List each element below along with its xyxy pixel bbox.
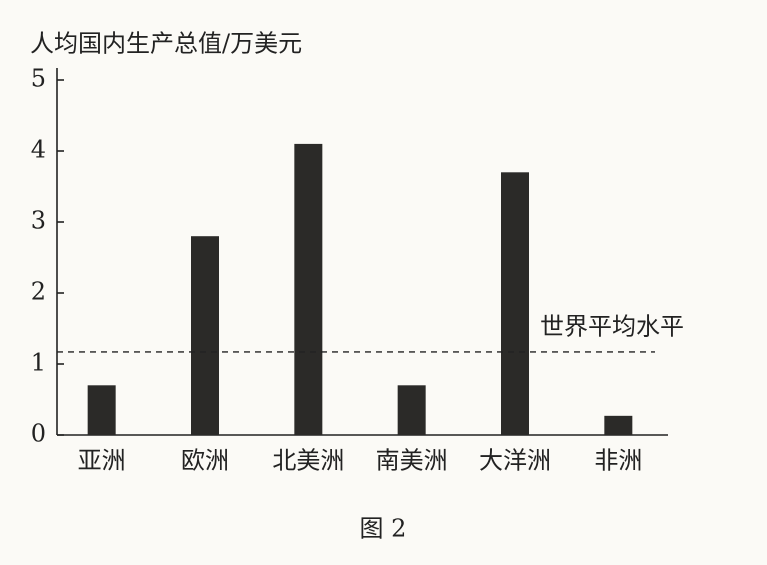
x-tick-label: 北美洲 (272, 447, 344, 475)
x-tick-label: 非洲 (594, 447, 642, 475)
x-tick-label: 大洋洲 (479, 447, 551, 475)
y-tick-label: 2 (31, 278, 46, 306)
x-tick-label: 南美洲 (376, 447, 448, 475)
reference-label: 世界平均水平 (540, 312, 684, 340)
y-tick-label: 1 (31, 349, 46, 377)
x-tick-label: 亚洲 (78, 447, 126, 475)
bar (604, 415, 633, 435)
bar (294, 143, 323, 435)
y-tick-label: 4 (31, 136, 46, 164)
bar (397, 385, 426, 435)
x-tick-label: 欧洲 (181, 447, 229, 475)
y-tick-label: 5 (31, 65, 46, 93)
y-tick-label: 3 (31, 207, 46, 235)
bar (501, 172, 529, 436)
bar (191, 236, 219, 435)
caption: 图 2 (360, 515, 407, 543)
y-axis-label: 人均国内生产总值/万美元 (30, 30, 302, 58)
bar (87, 385, 116, 435)
y-tick-label: 0 (31, 420, 46, 448)
